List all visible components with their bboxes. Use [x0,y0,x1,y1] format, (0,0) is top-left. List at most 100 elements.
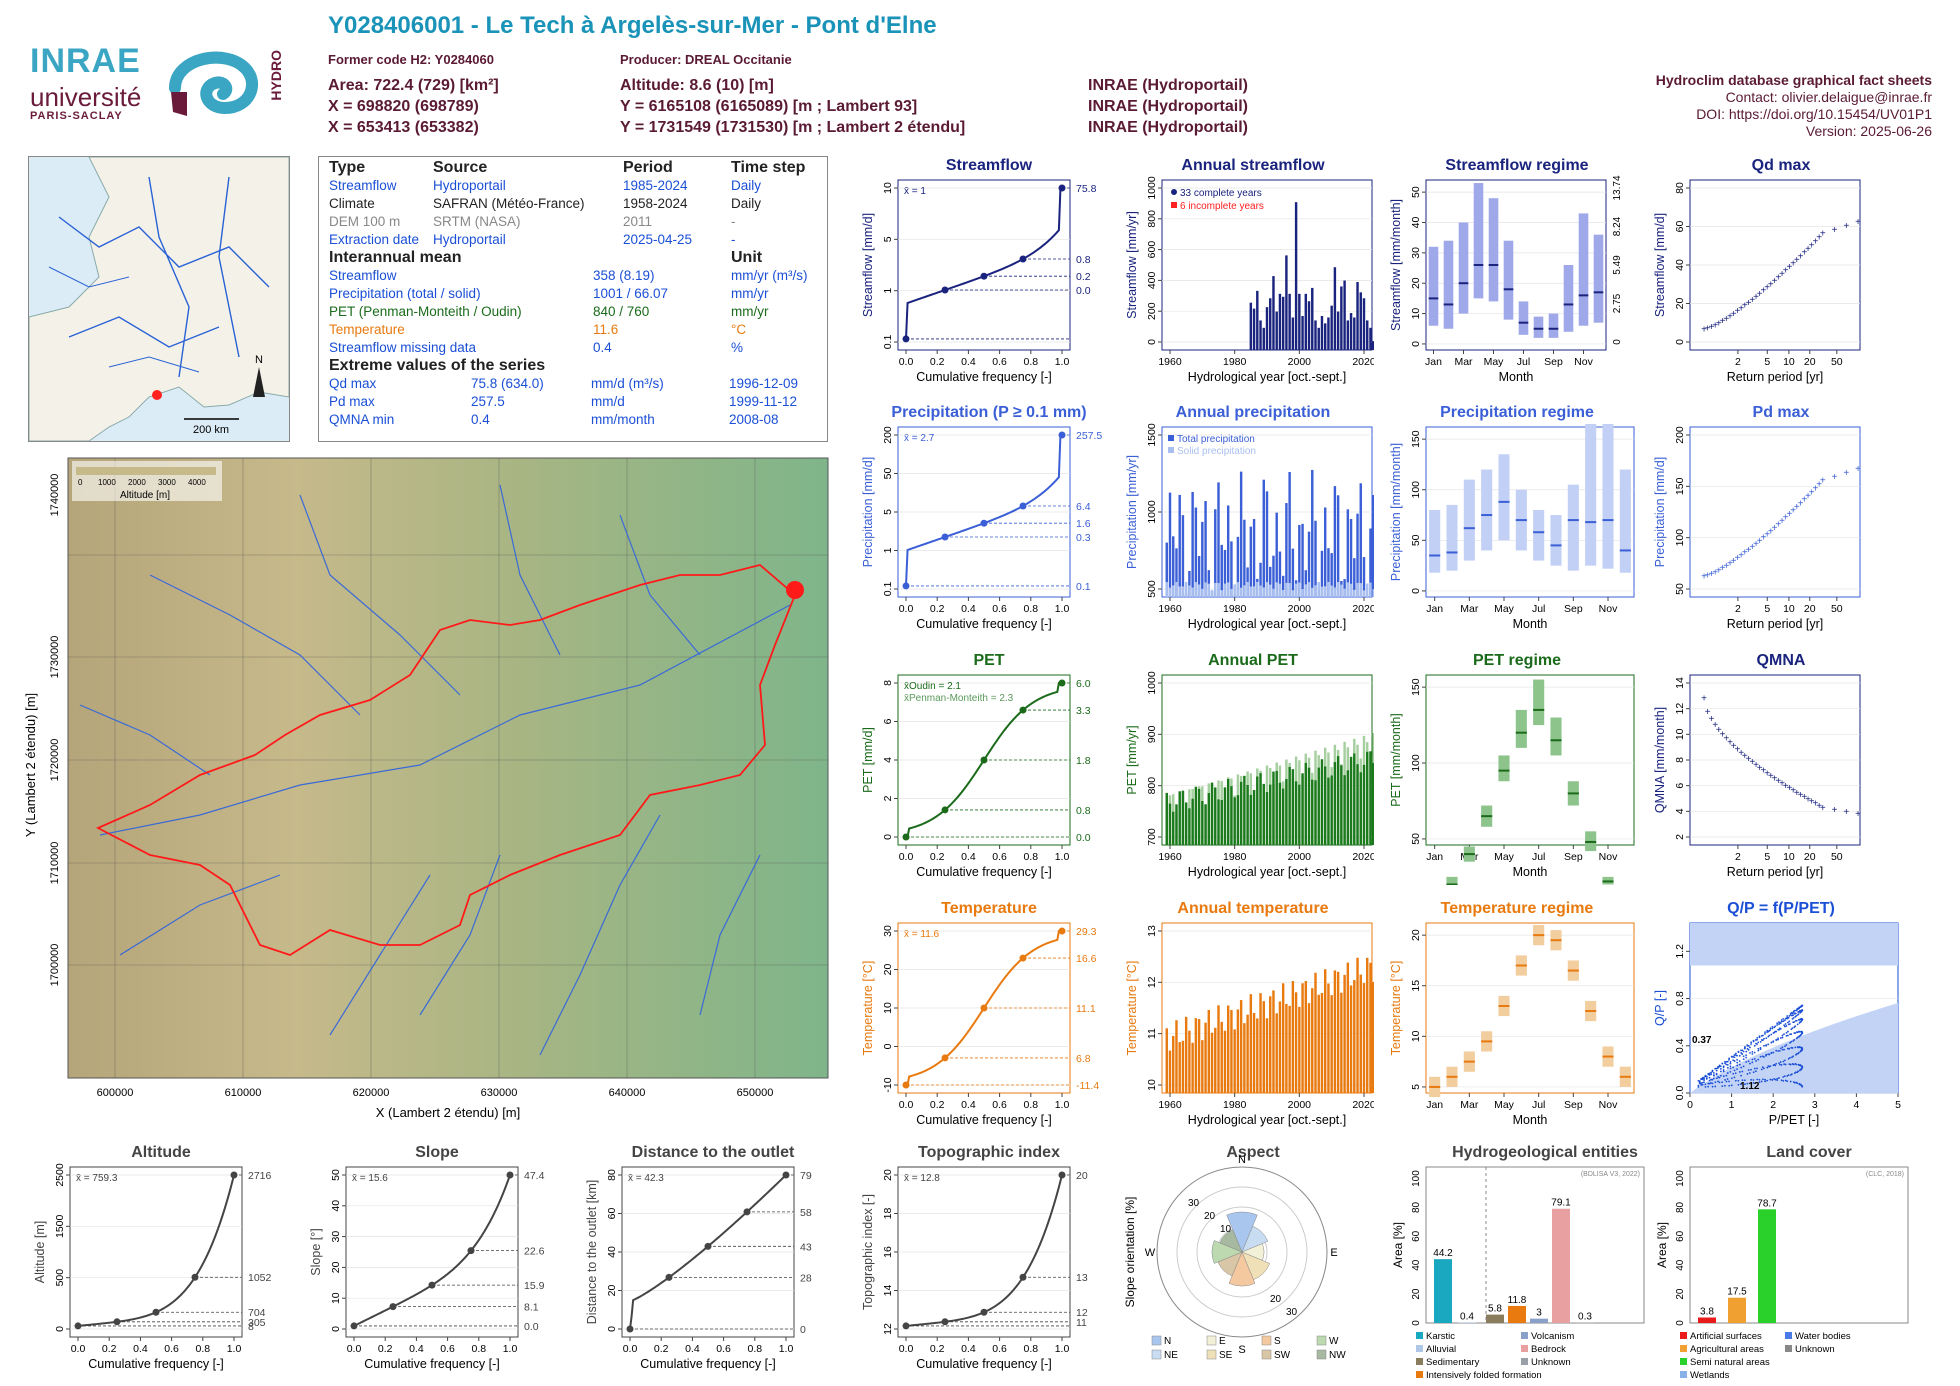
qp_ppet-title: Q/P = f(P/PET) [1727,900,1835,917]
watershed-boundary [95,564,797,956]
pd_max-point: + [1723,561,1729,572]
source-x: INRAE (Hydroportail) [1088,98,1248,115]
qp_ppet-point [1712,1077,1715,1080]
pet-mean2: x̄Penman-Monteith = 2.3 [904,693,1014,704]
pet_regime-month-range [1550,717,1562,756]
pd_max-point: + [1816,480,1822,491]
y-lambert93: Y = 6165108 (6165089) [m ; Lambert 93] [620,98,918,115]
annual_precipitation-bar [1259,562,1262,597]
qmna-point: + [1742,751,1748,762]
qp_ppet-point [1789,1056,1791,1059]
svg-text:620000: 620000 [353,1087,390,1099]
annual_temperature-bar [1340,992,1343,1093]
annual_temperature-ytick: 13 [1146,925,1158,937]
annual_precipitation-bar2 [1304,584,1308,597]
pd_max-ytick: 50 [1674,583,1686,595]
annual_precipitation-bar2 [1249,586,1253,597]
qp_ppet-point [1761,1066,1764,1069]
qp_ppet-point [1786,1015,1789,1017]
annual_temperature-ytick: 11 [1146,1028,1158,1039]
annual_temperature-ytick: 12 [1146,976,1158,988]
pet_regime-month-range [1446,876,1458,885]
qp_ppet-point [1796,1008,1799,1011]
topographic_index-quantile-label: 11 [1076,1317,1087,1329]
qmna-xtick: 2 [1735,851,1741,863]
qmna-point: + [1820,803,1826,814]
annual_pet-bar2 [1317,767,1320,845]
annual_streamflow-ytick: 1000 [1146,176,1158,200]
precipitation-xtick: 1.0 [1055,603,1070,615]
qp_ppet-point [1746,1082,1749,1085]
qp_ppet-point [1792,1016,1795,1019]
precipitation_regime-xtick: Sep [1564,603,1583,615]
annual_temperature-bar [1191,1042,1194,1093]
qp_ppet-point [1761,1055,1764,1058]
qp_ppet-point [1721,1062,1724,1065]
hydrogeology-bar-label: 79.1 [1551,1198,1571,1209]
annual_precipitation-bar2 [1362,590,1366,597]
hydrogeology-ytick: 60 [1411,1230,1422,1242]
precipitation-ytick: 200 [882,426,894,444]
annual_temperature-xlabel: Hydrological year [oct.-sept.] [1188,1113,1346,1127]
annual_precipitation-bar [1369,528,1372,597]
qp_ppet-point [1750,1068,1752,1071]
qp_ppet-point [1757,1058,1760,1061]
altitude-mean: x̄ = 759.3 [76,1173,118,1184]
streamflow_regime-ylabel: Streamflow [mm/month] [1389,199,1403,331]
qp_ppet-point [1756,1036,1759,1039]
qd_max-point: + [1801,248,1807,259]
annual_temperature-bar [1301,983,1304,1093]
annual_streamflow-bar [1256,290,1259,350]
annual_precipitation-bar2 [1285,582,1288,597]
precipitation_regime-chart: Precipitation regime Jan Mar May Jul Sep Nov 0 5… [1389,404,1635,631]
qp_ppet-point [1728,1084,1731,1087]
qp_ppet-point [1780,1020,1783,1023]
streamflow_regime-month-range [1443,240,1454,329]
annual_pet-bar2 [1301,773,1304,845]
qp_ppet-annotation-qp: 0.37 [1692,1035,1712,1046]
annual_precipitation-bar2 [1194,582,1198,597]
qp_ppet-annotation-ppet: 1.12 [1740,1081,1760,1092]
land_cover-ytick: 80 [1675,1201,1686,1213]
annual_precipitation-bar2 [1165,582,1168,597]
qp_ppet-point [1787,1057,1790,1060]
temperature_regime-xtick: Nov [1599,1099,1618,1111]
annual_temperature-bar [1281,983,1285,1093]
area: Area: 722.4 (729) [km²] [328,77,499,94]
land_cover-legend-label: Artificial surfaces [1690,1331,1762,1342]
qp_ppet-point [1732,1059,1735,1062]
hydrogeology-bar-label: 0.3 [1578,1312,1592,1323]
slope-quantile-label: 15.9 [524,1280,545,1292]
streamflow-xtick: 0.2 [930,356,945,368]
annual_pet-bar2 [1233,797,1236,845]
qp_ppet-point [1714,1085,1717,1088]
hydrogeology-legend-swatch [1521,1345,1528,1352]
annual_precipitation-bar2 [1353,589,1356,597]
precipitation-xtick: 0.4 [961,603,976,615]
precipitation-ylabel: Precipitation [mm/d] [861,457,875,567]
qmna-point: + [1727,737,1733,748]
precipitation_regime-month-range [1429,509,1441,573]
qd_max-point: + [1731,309,1737,320]
qp_ppet-point [1782,1076,1785,1078]
pet_regime-xtick: Sep [1564,851,1583,863]
annual_streamflow-legend-complete [1171,189,1177,195]
qd_max-point: + [1746,298,1752,309]
version: Version: 2025-06-26 [1805,123,1932,139]
hydrogeology-bar [1486,1314,1504,1323]
qp_ppet-point [1697,1084,1700,1087]
annual_pet-ylabel: PET [mm/yr] [1125,725,1139,794]
temperature_regime-ytick: 5 [1410,1084,1422,1090]
qp_ppet-point [1750,1043,1752,1045]
qp_ppet-point [1788,1014,1791,1017]
temperature-quantile-label: 29.3 [1076,926,1097,938]
qp_ppet-point [1789,1080,1792,1083]
slope-mean: x̄ = 15.6 [352,1173,388,1184]
pet-mean: x̄Oudin = 2.1 [904,681,961,692]
annual_precipitation-bar2 [1246,581,1249,597]
qp_ppet-point [1789,1033,1791,1036]
topographic_index-xtick: 0.6 [992,1343,1007,1355]
annual_precipitation-legend-solid-label: Solid precipitation [1177,446,1256,457]
hydrogeology-legend-swatch [1521,1332,1528,1339]
aspect-legend-swatch [1261,1349,1272,1360]
